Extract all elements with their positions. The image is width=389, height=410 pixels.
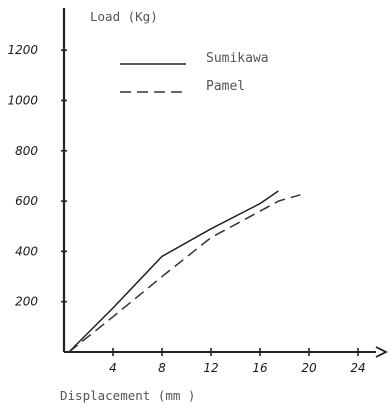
y-tick-label: 400 — [15, 244, 38, 258]
axes — [62, 8, 389, 358]
x-tick-label: 8 — [158, 361, 166, 375]
x-tick-label: 20 — [301, 361, 317, 375]
x-tick-label: 16 — [252, 361, 268, 375]
y-tick-label: 600 — [15, 194, 38, 208]
x-tick-label: 24 — [350, 361, 365, 375]
x-axis-title: Displacement (mm ) — [60, 388, 195, 403]
legend-label-pamel: Pamel — [206, 79, 245, 94]
y-tick-label: 1200 — [7, 43, 38, 57]
y-tick-label: 1000 — [7, 94, 38, 108]
series — [68, 190, 301, 353]
x-tick-label: 4 — [109, 361, 117, 375]
legend: Sumikawa Pamel — [120, 51, 269, 94]
series-line-pamel — [68, 194, 301, 353]
y-axis-title: Load (Kg) — [90, 9, 158, 24]
x-axis-arrow-icon — [375, 346, 389, 358]
y-tick-label: 200 — [15, 295, 38, 309]
legend-label-sumikawa: Sumikawa — [206, 51, 269, 66]
ticks: 200 400 600 800 1000 1200 4 8 12 16 20 24 — [7, 43, 365, 375]
y-tick-label: 800 — [15, 144, 38, 158]
series-line-sumikawa — [68, 190, 279, 353]
x-tick-label: 12 — [203, 361, 218, 375]
